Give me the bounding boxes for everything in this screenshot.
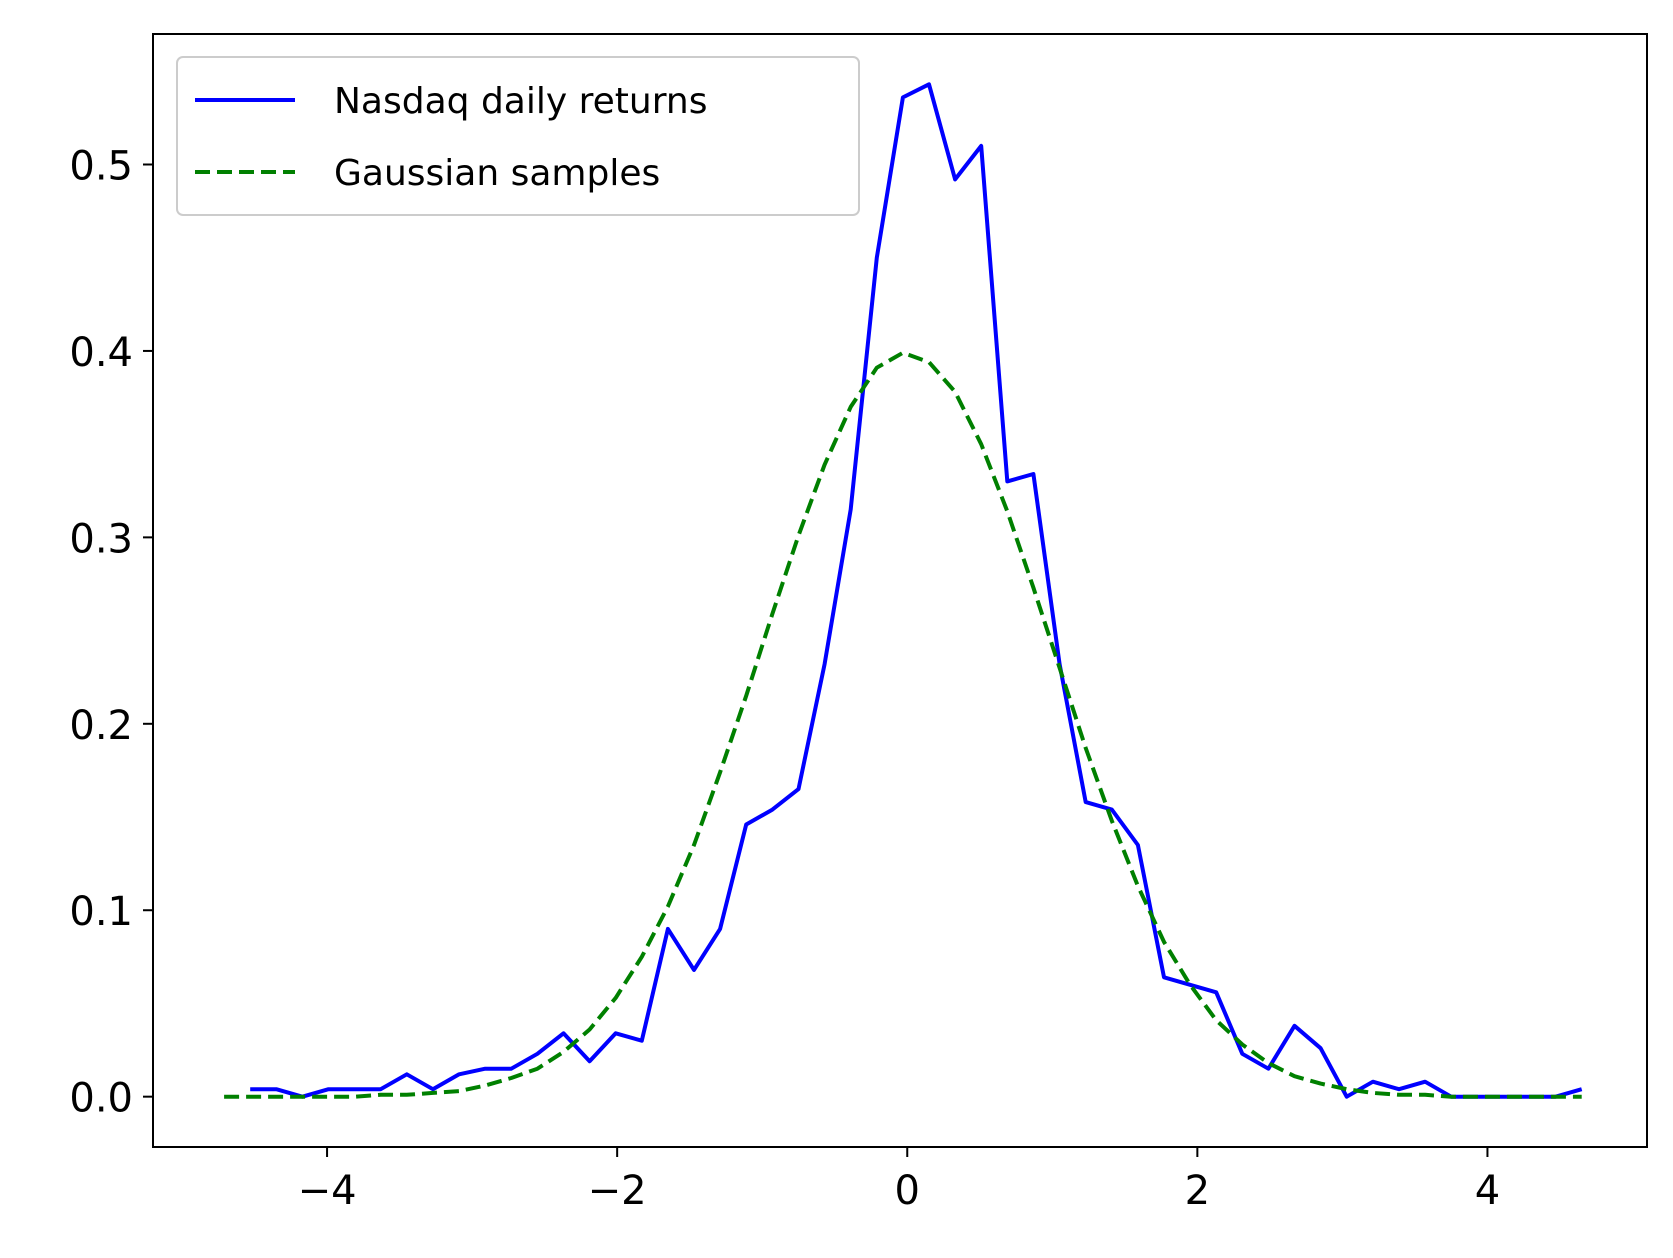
y-tick-label: 0.5 <box>69 144 133 190</box>
x-tick-label: 4 <box>1475 1168 1500 1214</box>
y-axis: 0.0 0.1 0.2 0.3 0.4 0.5 <box>69 144 153 1122</box>
y-tick-label: 0.3 <box>69 516 133 562</box>
legend-label: Gaussian samples <box>334 153 660 194</box>
y-tick-label: 0.1 <box>69 889 133 935</box>
plot-frame <box>152 33 1648 1148</box>
x-tick-label: −4 <box>298 1168 357 1214</box>
y-tick-label: 0.0 <box>69 1076 133 1122</box>
legend-box <box>176 56 860 216</box>
x-tick-label: 2 <box>1185 1168 1210 1214</box>
legend: Nasdaq daily returns Gaussian samples <box>176 56 860 216</box>
series-line-gaussian <box>224 350 1582 1099</box>
x-tick-label: 0 <box>895 1168 920 1214</box>
legend-label: Nasdaq daily returns <box>334 81 707 122</box>
x-axis: −4 −2 0 2 4 <box>298 1147 1500 1214</box>
y-tick-label: 0.2 <box>69 703 133 749</box>
x-tick-label: −2 <box>588 1168 647 1214</box>
y-tick-label: 0.4 <box>69 330 133 376</box>
series-layer <box>224 82 1583 1099</box>
